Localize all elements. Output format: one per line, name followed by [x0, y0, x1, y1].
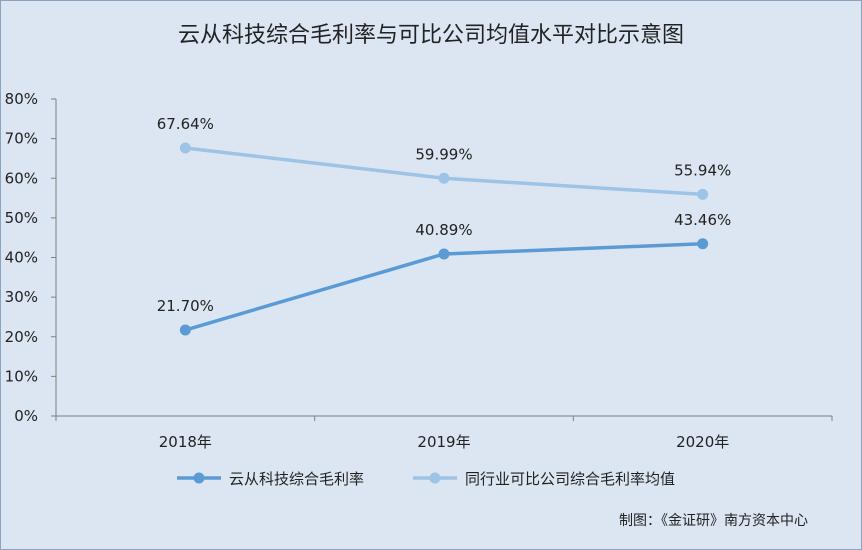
y-tick-label: 0% [14, 407, 38, 425]
axes: 0% 10% 20% 30% 40% 50% 60% 70% 80% 2018年 2019年 2020… [5, 90, 833, 451]
data-point [438, 248, 450, 260]
y-tick-label: 40% [5, 249, 38, 267]
data-label: 55.94% [674, 161, 731, 179]
legend-label: 同行业可比公司综合毛利率均值 [465, 470, 675, 488]
legend: 云从科技综合毛利率 同行业可比公司综合毛利率均值 [177, 470, 675, 488]
x-tick-label: 2018年 [159, 433, 212, 451]
data-label: 43.46% [674, 211, 731, 229]
data-point [697, 188, 709, 200]
data-label: 21.70% [157, 297, 214, 315]
data-label: 59.99% [415, 145, 472, 163]
chart-title: 云从科技综合毛利率与可比公司均值水平对比示意图 [178, 23, 684, 48]
source-note: 制图：《金证研》南方资本中心 [619, 513, 808, 529]
legend-swatch-marker [193, 472, 205, 484]
y-tick-label: 10% [5, 367, 38, 385]
series-layer [179, 142, 709, 336]
y-tick-label: 60% [5, 169, 38, 187]
legend-label: 云从科技综合毛利率 [229, 470, 364, 488]
y-tick-label: 30% [5, 288, 38, 306]
x-tick-label: 2020年 [676, 433, 729, 451]
data-labels: 21.70% 40.89% 43.46% 67.64% 59.99% 55.94% [157, 115, 732, 315]
data-point [697, 238, 709, 250]
data-label: 40.89% [415, 221, 472, 239]
data-point [438, 172, 450, 184]
data-label: 67.64% [157, 115, 214, 133]
data-point [179, 324, 191, 336]
y-tick-label: 70% [5, 130, 38, 148]
y-tick-label: 50% [5, 209, 38, 227]
x-tick-label: 2019年 [417, 433, 470, 451]
data-point [179, 142, 191, 154]
y-tick-label: 20% [5, 328, 38, 346]
legend-swatch-marker [429, 472, 441, 484]
y-tick-label: 80% [5, 90, 38, 108]
